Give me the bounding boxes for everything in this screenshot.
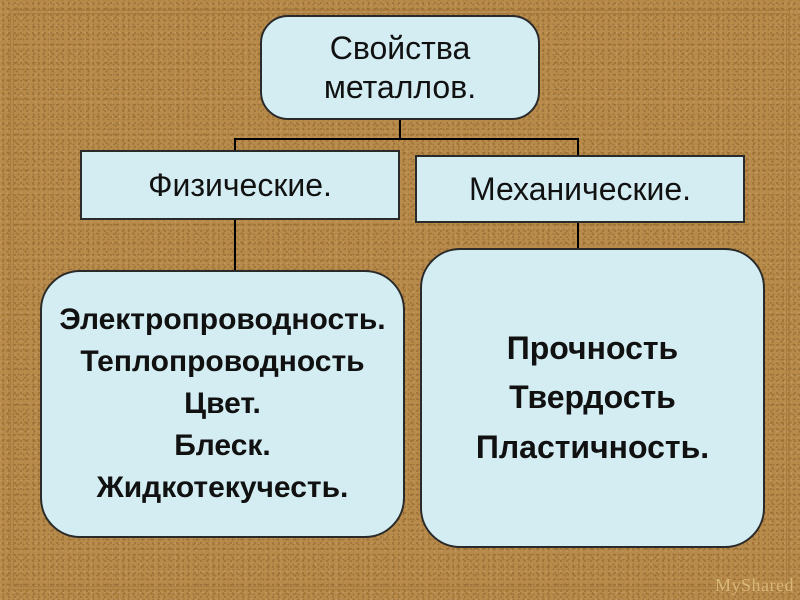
mechanical-node: Механические. [415,155,745,223]
connector [234,138,236,150]
physical-items-label: Электропроводность.ТеплопроводностьЦвет.… [59,299,385,509]
connector [577,223,579,248]
physical-label: Физические. [148,166,332,204]
root-node: Свойстваметаллов. [260,15,540,120]
physical-items-node: Электропроводность.ТеплопроводностьЦвет.… [40,270,405,538]
mechanical-items-node: ПрочностьТвердостьПластичность. [420,248,765,548]
connector [234,138,579,140]
mechanical-items-label: ПрочностьТвердостьПластичность. [476,324,709,473]
connector [577,138,579,155]
mechanical-label: Механические. [469,170,691,208]
watermark-text: MyShared [715,575,794,596]
connector [399,120,401,140]
connector [234,220,236,270]
root-label: Свойстваметаллов. [324,29,476,106]
physical-node: Физические. [80,150,400,220]
